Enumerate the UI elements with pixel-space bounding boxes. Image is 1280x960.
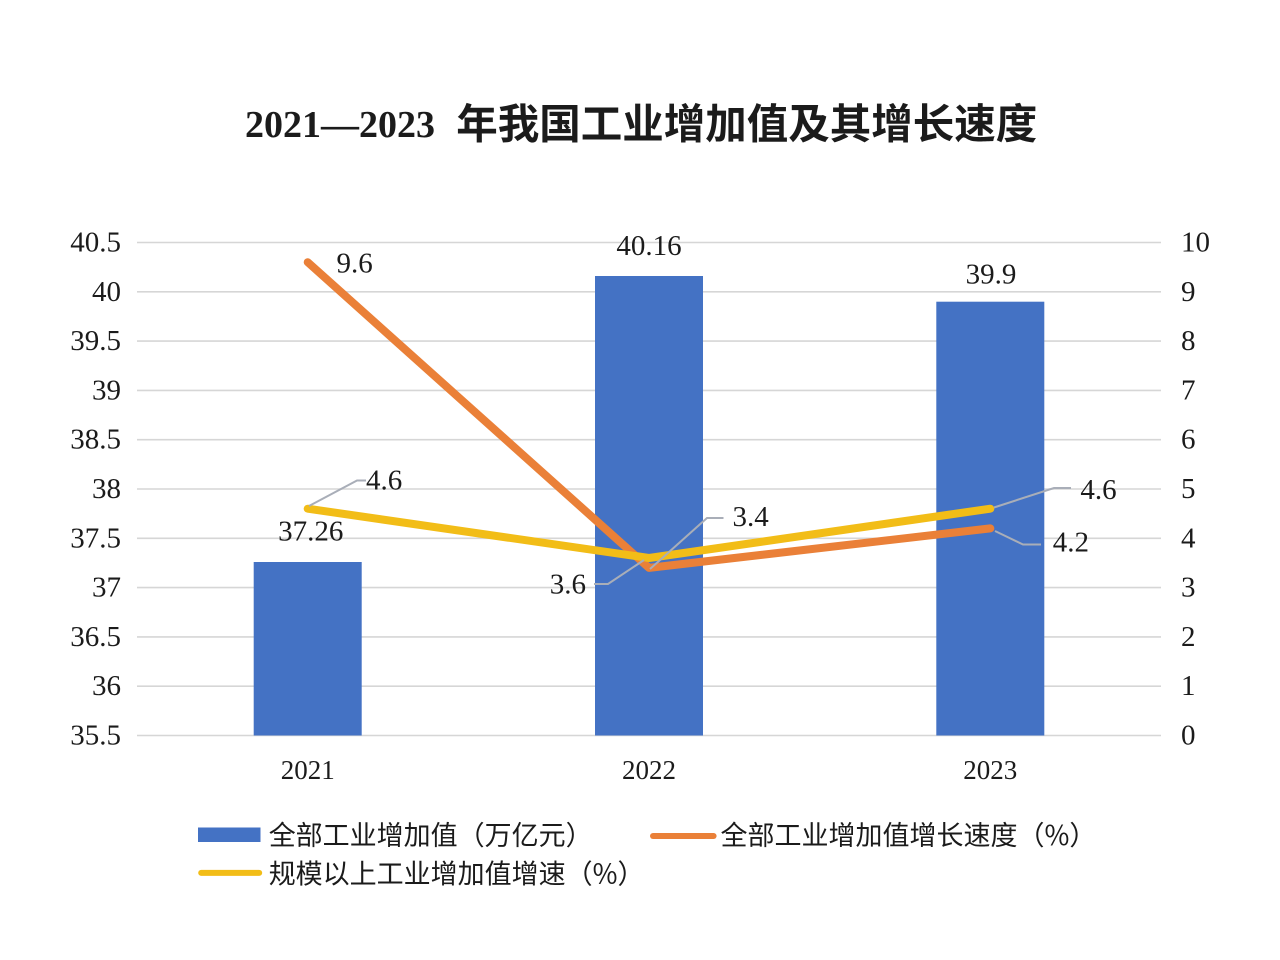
svg-text:38: 38	[92, 473, 121, 505]
svg-text:40.5: 40.5	[70, 227, 121, 259]
svg-text:4.2: 4.2	[1053, 527, 1089, 559]
svg-text:8: 8	[1181, 325, 1196, 357]
svg-text:36: 36	[92, 670, 121, 702]
svg-text:38.5: 38.5	[70, 424, 121, 456]
svg-text:35.5: 35.5	[70, 720, 121, 752]
svg-text:2: 2	[1181, 621, 1196, 653]
svg-text:3.6: 3.6	[550, 569, 586, 601]
svg-text:2023: 2023	[963, 755, 1017, 785]
svg-text:全部工业增加值（万亿元）: 全部工业增加值（万亿元）	[269, 814, 593, 853]
svg-text:37: 37	[92, 572, 121, 604]
svg-text:9.6: 9.6	[337, 248, 373, 280]
svg-text:4.6: 4.6	[366, 465, 402, 497]
svg-text:规模以上工业增加值增速（%）: 规模以上工业增加值增速（%）	[269, 853, 645, 892]
svg-text:40.16: 40.16	[616, 230, 681, 262]
svg-text:3: 3	[1181, 572, 1196, 604]
svg-text:40: 40	[92, 276, 121, 308]
svg-text:5: 5	[1181, 473, 1196, 505]
svg-text:2022: 2022	[622, 755, 676, 785]
svg-text:7: 7	[1181, 374, 1196, 406]
svg-text:6: 6	[1181, 424, 1196, 456]
svg-text:4: 4	[1181, 522, 1196, 554]
svg-text:37.26: 37.26	[278, 516, 343, 548]
svg-text:9: 9	[1181, 276, 1196, 308]
svg-text:1: 1	[1181, 670, 1196, 702]
svg-text:0: 0	[1181, 720, 1196, 752]
svg-text:39.9: 39.9	[966, 259, 1017, 291]
svg-text:全部工业增加值增长速度（%）: 全部工业增加值增长速度（%）	[721, 814, 1097, 853]
svg-text:39: 39	[92, 374, 121, 406]
svg-text:10: 10	[1181, 227, 1210, 259]
svg-text:3.4: 3.4	[733, 501, 770, 533]
svg-text:39.5: 39.5	[70, 325, 121, 357]
svg-text:2021: 2021	[281, 755, 335, 785]
svg-text:4.6: 4.6	[1080, 474, 1116, 506]
svg-text:36.5: 36.5	[70, 621, 121, 653]
svg-text:37.5: 37.5	[70, 522, 121, 554]
